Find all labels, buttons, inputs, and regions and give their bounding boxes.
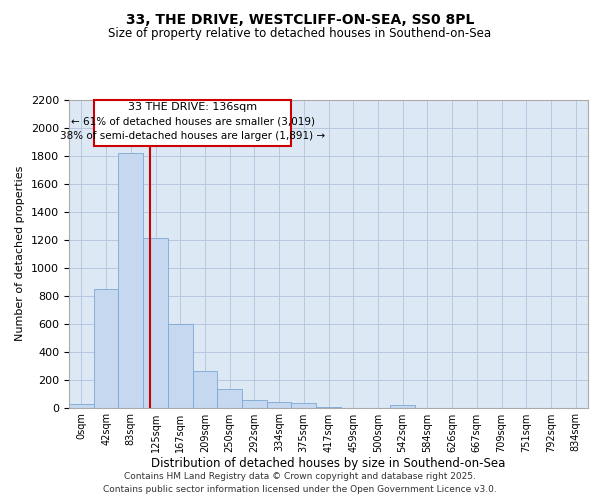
Text: 33 THE DRIVE: 136sqm: 33 THE DRIVE: 136sqm: [128, 102, 257, 112]
Text: Contains HM Land Registry data © Crown copyright and database right 2025.: Contains HM Land Registry data © Crown c…: [124, 472, 476, 481]
Bar: [316, 407, 341, 408]
Text: ← 61% of detached houses are smaller (3,019): ← 61% of detached houses are smaller (3,…: [71, 116, 314, 126]
Bar: [242, 400, 267, 407]
FancyBboxPatch shape: [94, 100, 292, 146]
Text: Size of property relative to detached houses in Southend-on-Sea: Size of property relative to detached ho…: [109, 28, 491, 40]
Text: 38% of semi-detached houses are larger (1,891) →: 38% of semi-detached houses are larger (…: [60, 130, 325, 141]
Text: 33, THE DRIVE, WESTCLIFF-ON-SEA, SS0 8PL: 33, THE DRIVE, WESTCLIFF-ON-SEA, SS0 8PL: [126, 12, 474, 26]
Bar: [143, 238, 168, 408]
Bar: [267, 402, 292, 407]
Bar: [69, 404, 94, 407]
Bar: [292, 404, 316, 407]
X-axis label: Distribution of detached houses by size in Southend-on-Sea: Distribution of detached houses by size …: [151, 458, 506, 470]
Bar: [118, 153, 143, 407]
Bar: [217, 390, 242, 407]
Bar: [94, 290, 118, 408]
Bar: [390, 406, 415, 407]
Text: Contains public sector information licensed under the Open Government Licence v3: Contains public sector information licen…: [103, 485, 497, 494]
Y-axis label: Number of detached properties: Number of detached properties: [16, 166, 25, 342]
Bar: [193, 372, 217, 408]
Bar: [168, 324, 193, 407]
